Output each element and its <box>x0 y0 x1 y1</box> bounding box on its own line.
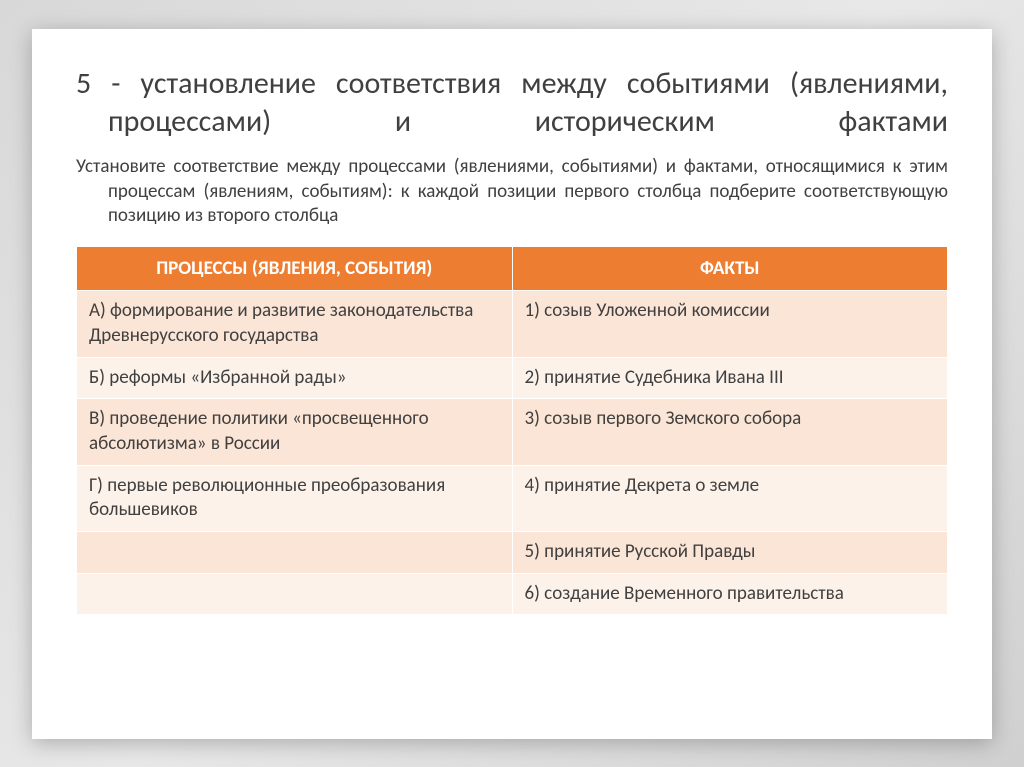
cell-process: Г) первые революционные преобразования б… <box>77 465 513 531</box>
header-facts: ФАКТЫ <box>512 247 948 291</box>
header-processes: ПРОЦЕССЫ (ЯВЛЕНИЯ, СОБЫТИЯ) <box>77 247 513 291</box>
cell-process <box>77 532 513 574</box>
table-row: 5) принятие Русской Правды <box>77 532 948 574</box>
cell-fact: 6) создание Временного правительства <box>512 573 948 615</box>
slide: 5 - установление соответствия между собы… <box>32 29 992 739</box>
cell-fact: 4) принятие Декрета о земле <box>512 465 948 531</box>
matching-table: ПРОЦЕССЫ (ЯВЛЕНИЯ, СОБЫТИЯ) ФАКТЫ А) фор… <box>76 246 948 615</box>
table-row: А) формирование и развитие законодательс… <box>77 291 948 357</box>
cell-fact: 1) созыв Уложенной комиссии <box>512 291 948 357</box>
table-row: Б) реформы «Избранной рады» 2) принятие … <box>77 357 948 399</box>
slide-subtitle: Установите соответствие между процессами… <box>76 155 948 228</box>
table-row: Г) первые революционные преобразования б… <box>77 465 948 531</box>
cell-process <box>77 573 513 615</box>
table-row: В) проведение политики «просвещенного аб… <box>77 399 948 465</box>
cell-fact: 3) созыв первого Земского собора <box>512 399 948 465</box>
cell-process: Б) реформы «Избранной рады» <box>77 357 513 399</box>
slide-title: 5 - установление соответствия между собы… <box>76 65 948 142</box>
cell-process: А) формирование и развитие законодательс… <box>77 291 513 357</box>
cell-process: В) проведение политики «просвещенного аб… <box>77 399 513 465</box>
cell-fact: 5) принятие Русской Правды <box>512 532 948 574</box>
table-row: 6) создание Временного правительства <box>77 573 948 615</box>
cell-fact: 2) принятие Судебника Ивана III <box>512 357 948 399</box>
